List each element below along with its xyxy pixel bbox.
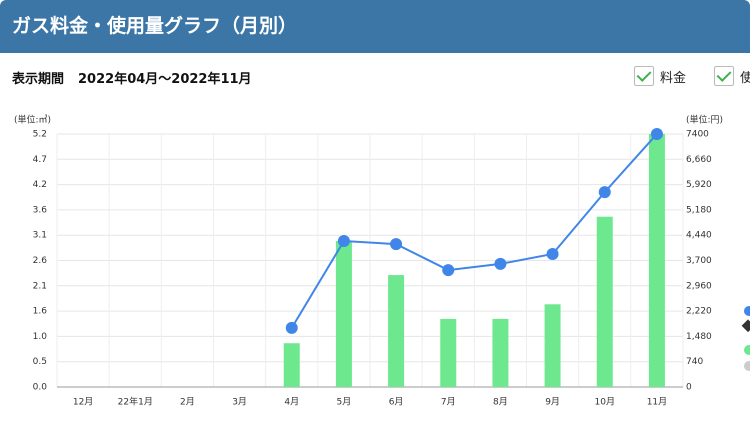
y2-tick-label: 5,180 <box>686 205 712 215</box>
y-tick-label: 3.1 <box>33 231 47 241</box>
x-tick-label: 6月 <box>389 397 404 408</box>
y-tick-label: 1.0 <box>33 332 48 342</box>
y2-tick-label: 6,660 <box>686 155 712 165</box>
x-tick-label: 8月 <box>493 397 508 408</box>
y2-tick-label: 7400 <box>686 130 709 140</box>
bar <box>440 318 457 387</box>
line-point <box>650 128 663 140</box>
y2-tick-label: 3,700 <box>686 256 712 266</box>
line-point <box>285 321 298 334</box>
bar <box>596 216 613 387</box>
x-tick-label: 3月 <box>232 397 247 408</box>
checkbox[interactable] <box>634 66 654 86</box>
toggle-label: 使 <box>740 70 750 86</box>
y2-tick-label: 0 <box>686 383 692 393</box>
line-point <box>337 235 350 248</box>
checkbox[interactable] <box>714 66 734 86</box>
bar <box>388 275 405 387</box>
y-tick-label: 3.6 <box>33 205 48 215</box>
legend-marker <box>744 361 750 371</box>
x-tick-label: 7月 <box>441 397 456 408</box>
x-tick-label: 9月 <box>545 397 560 408</box>
y-tick-label: 1.6 <box>33 307 48 317</box>
bar <box>544 304 561 387</box>
bar <box>648 134 665 387</box>
y2-tick-label: 1,480 <box>686 332 712 342</box>
y2-tick-label: 2,960 <box>686 281 712 291</box>
x-tick-label: 2月 <box>180 397 195 408</box>
line-point <box>546 248 559 261</box>
line-point <box>598 186 611 199</box>
bar <box>335 241 352 387</box>
toggle[interactable]: 料金 <box>634 66 686 86</box>
y-tick-label: 0.0 <box>33 383 48 393</box>
toggle-label: 料金 <box>660 70 687 86</box>
y2-tick-label: 5,920 <box>686 180 712 190</box>
x-tick-label: 5月 <box>337 397 352 408</box>
y2-axis-label: (単位:円) <box>686 114 723 126</box>
line-point <box>494 257 507 270</box>
period-range: 2022年04月〜2022年11月 <box>78 72 252 87</box>
line <box>290 133 658 329</box>
header-title: ガス料金・使用量グラフ（月別） <box>0 0 750 53</box>
x-tick-label: 12月 <box>73 397 93 408</box>
legend-marker <box>741 319 750 333</box>
period-label: 表示期間 <box>12 72 65 87</box>
toggle[interactable]: 使 <box>714 66 750 86</box>
legend-marker <box>744 306 750 316</box>
y-tick-label: 4.7 <box>33 155 47 165</box>
x-tick-label: 11月 <box>647 397 667 408</box>
period: 表示期間 2022年04月〜2022年11月 <box>12 68 266 87</box>
y2-tick-label: 4,440 <box>686 231 712 241</box>
y-tick-label: 2.1 <box>33 281 47 291</box>
y2-tick-label: 740 <box>686 357 703 367</box>
x-tick-label: 4月 <box>284 397 299 408</box>
line-point <box>442 264 455 277</box>
y-tick-label: 0.5 <box>33 357 47 367</box>
y-tick-label: 4.2 <box>33 180 47 190</box>
y2-tick-label: 2,220 <box>686 307 712 317</box>
line-point <box>390 238 403 251</box>
bar <box>492 318 509 387</box>
x-tick-label: 22年1月 <box>118 396 153 408</box>
y-axis-label: (単位:㎥) <box>14 114 51 126</box>
legend-marker <box>744 345 750 355</box>
bar <box>283 343 300 387</box>
y-tick-label: 2.6 <box>33 256 48 266</box>
y-tick-label: 5.2 <box>33 130 47 140</box>
x-tick-label: 10月 <box>595 397 615 408</box>
